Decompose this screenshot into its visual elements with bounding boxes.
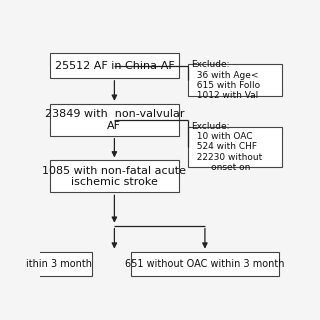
Bar: [25, 252, 92, 276]
Text: 1085 with non-fatal acute
ischemic stroke: 1085 with non-fatal acute ischemic strok…: [42, 165, 186, 187]
Text: 23849 with  non-valvular
AF: 23849 with non-valvular AF: [45, 109, 184, 131]
Text: 25512 AF in China-AF: 25512 AF in China-AF: [54, 60, 174, 70]
Text: Exclude:
  36 with Age<
  615 with Follo
  1012 with Val: Exclude: 36 with Age< 615 with Follo 101…: [191, 60, 260, 100]
Bar: [188, 127, 282, 166]
Bar: [50, 104, 179, 136]
Bar: [50, 160, 179, 192]
Text: Exclude:
  10 with OAC
  524 with CHF
  22230 without
       onset on: Exclude: 10 with OAC 524 with CHF 22230 …: [191, 122, 262, 172]
Text: 651 without OAC within 3 month: 651 without OAC within 3 month: [125, 259, 285, 269]
Text: ithin 3 month: ithin 3 month: [26, 259, 92, 269]
Bar: [50, 53, 179, 78]
Bar: [188, 64, 282, 96]
Bar: [131, 252, 279, 276]
